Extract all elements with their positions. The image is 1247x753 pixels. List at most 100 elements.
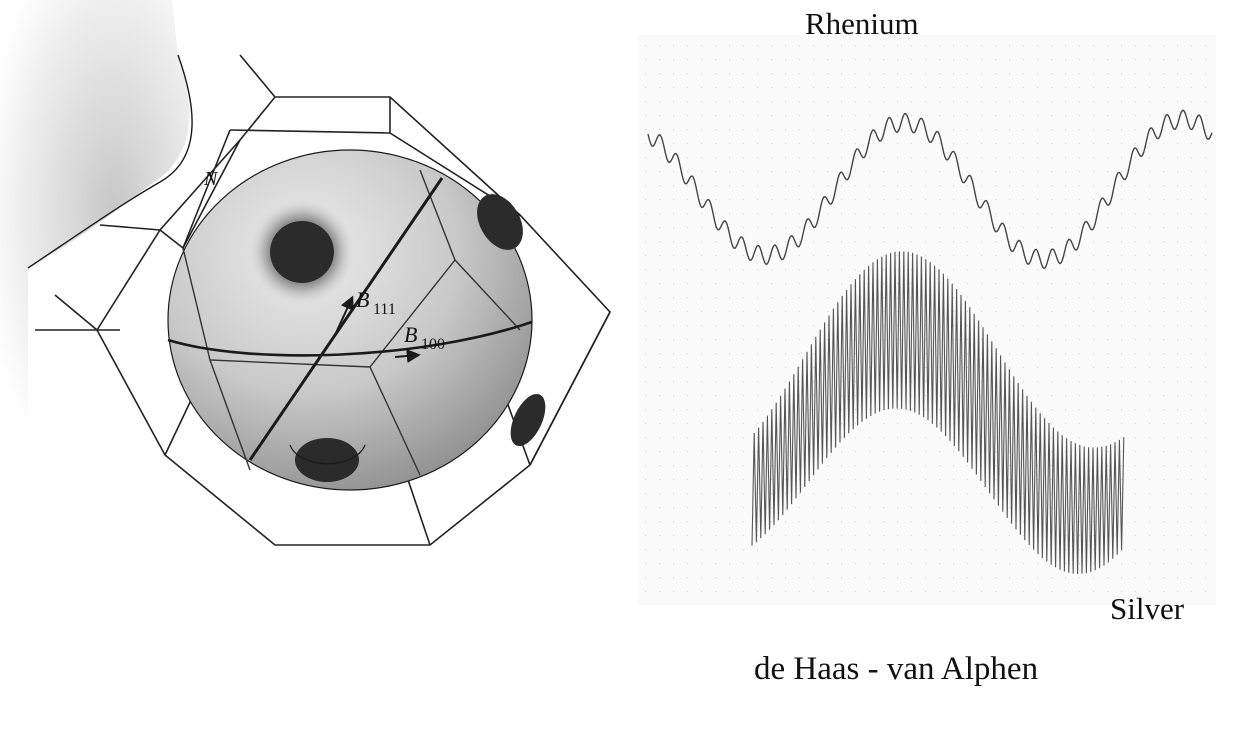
grid-dot: [701, 381, 703, 383]
grid-dot: [1023, 297, 1025, 299]
grid-dot: [1065, 255, 1067, 257]
grid-dot: [1149, 45, 1151, 47]
grid-dot: [1177, 367, 1179, 369]
grid-dot: [645, 59, 647, 61]
grid-dot: [715, 45, 717, 47]
grid-dot: [729, 381, 731, 383]
grid-dot: [1121, 465, 1123, 467]
grid-dot: [1163, 73, 1165, 75]
grid-dot: [1205, 423, 1207, 425]
grid-dot: [1079, 297, 1081, 299]
grid-dot: [1093, 87, 1095, 89]
grid-dot: [1177, 143, 1179, 145]
grid-dot: [1205, 45, 1207, 47]
grid-dot: [841, 129, 843, 131]
grid-dot: [1135, 507, 1137, 509]
grid-dot: [1009, 101, 1011, 103]
grid-dot: [967, 381, 969, 383]
grid-dot: [673, 297, 675, 299]
grid-dot: [771, 157, 773, 159]
grid-dot: [1121, 367, 1123, 369]
grid-dot: [869, 73, 871, 75]
grid-dot: [1051, 115, 1053, 117]
grid-dot: [673, 409, 675, 411]
grid-dot: [687, 73, 689, 75]
grid-dot: [715, 297, 717, 299]
grid-dot: [659, 451, 661, 453]
grid-dot: [883, 451, 885, 453]
grid-dot: [799, 227, 801, 229]
grid-dot: [855, 367, 857, 369]
grid-dot: [1009, 367, 1011, 369]
grid-dot: [1163, 451, 1165, 453]
grid-dot: [827, 353, 829, 355]
b111-arrow: [334, 295, 354, 336]
grid-dot: [827, 563, 829, 565]
grid-dot: [701, 129, 703, 131]
grid-dot: [1135, 101, 1137, 103]
grid-dot: [729, 507, 731, 509]
grid-dot: [855, 521, 857, 523]
grid-dot: [715, 465, 717, 467]
grid-dot: [1093, 185, 1095, 187]
fermi-sphere: [167, 149, 533, 491]
grid-dot: [1149, 591, 1151, 593]
grid-dot: [967, 157, 969, 159]
grid-dot: [897, 409, 899, 411]
grid-dot: [1093, 325, 1095, 327]
grid-dot: [1107, 367, 1109, 369]
grid-dot: [673, 451, 675, 453]
grid-dot: [1065, 143, 1067, 145]
grid-dot: [729, 87, 731, 89]
grid-dot: [785, 283, 787, 285]
grid-dot: [827, 241, 829, 243]
grid-dot: [897, 465, 899, 467]
grid-dot: [939, 157, 941, 159]
grid-dot: [1163, 521, 1165, 523]
grid-dot: [1163, 115, 1165, 117]
grid-dot: [1079, 157, 1081, 159]
grid-dot: [813, 507, 815, 509]
grid-dot: [841, 185, 843, 187]
grid-dot: [827, 507, 829, 509]
grid-dot: [855, 479, 857, 481]
grid-dot: [645, 255, 647, 257]
grid-dot: [925, 549, 927, 551]
grid-dot: [1079, 353, 1081, 355]
grid-dot: [953, 535, 955, 537]
grid-dot: [939, 395, 941, 397]
grid-dot: [1079, 143, 1081, 145]
grid-dot: [1135, 283, 1137, 285]
grid-dot: [841, 227, 843, 229]
grid-dot: [813, 591, 815, 593]
grid-dot: [645, 311, 647, 313]
grid-dot: [771, 87, 773, 89]
grid-dot: [855, 73, 857, 75]
grid-dot: [701, 465, 703, 467]
grid-dot: [813, 423, 815, 425]
grid-dot: [1009, 269, 1011, 271]
silver-oscillation-trace: [751, 251, 1125, 575]
grid-dot: [659, 87, 661, 89]
grid-dot: [883, 591, 885, 593]
grid-dot: [1191, 283, 1193, 285]
grid-dot: [771, 395, 773, 397]
grid-dot: [659, 227, 661, 229]
grid-dot: [869, 241, 871, 243]
grid-dot: [1037, 59, 1039, 61]
grid-dot: [1009, 143, 1011, 145]
grid-dot: [757, 73, 759, 75]
grid-dot: [925, 325, 927, 327]
grid-dot: [1205, 199, 1207, 201]
grid-dot: [1107, 87, 1109, 89]
grid-dot: [925, 59, 927, 61]
grid-dot: [1037, 115, 1039, 117]
grid-dot: [785, 255, 787, 257]
grid-dot: [813, 549, 815, 551]
grid-dot: [687, 255, 689, 257]
grid-dot: [743, 283, 745, 285]
grid-dot: [1121, 437, 1123, 439]
grid-dot: [869, 115, 871, 117]
grid-dot: [1051, 73, 1053, 75]
grid-dot: [645, 45, 647, 47]
